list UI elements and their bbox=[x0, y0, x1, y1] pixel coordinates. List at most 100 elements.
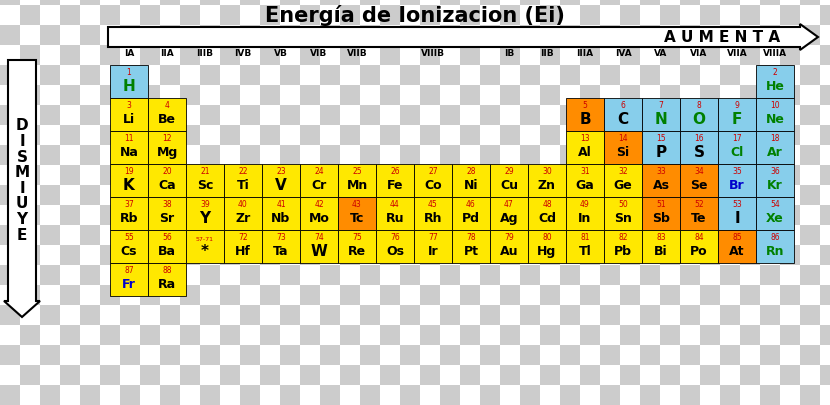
Bar bbox=[400, 325, 420, 345]
Bar bbox=[300, 230, 338, 263]
Bar bbox=[180, 145, 200, 165]
Bar bbox=[280, 245, 300, 265]
Bar bbox=[360, 305, 380, 325]
Text: N: N bbox=[655, 112, 667, 127]
Bar bbox=[700, 205, 720, 225]
Bar bbox=[100, 245, 120, 265]
Bar bbox=[440, 225, 460, 245]
Bar bbox=[800, 25, 820, 45]
Bar bbox=[180, 165, 200, 185]
Text: Y: Y bbox=[199, 211, 211, 226]
Bar bbox=[120, 185, 140, 205]
Bar bbox=[60, 45, 80, 65]
Text: S: S bbox=[694, 145, 705, 160]
Bar bbox=[340, 385, 360, 405]
Bar bbox=[320, 0, 340, 5]
Bar bbox=[260, 105, 280, 125]
Text: I: I bbox=[735, 211, 740, 226]
Bar bbox=[420, 325, 440, 345]
Bar bbox=[580, 385, 600, 405]
Bar bbox=[620, 305, 640, 325]
Bar bbox=[452, 164, 490, 197]
Bar bbox=[220, 365, 240, 385]
Bar bbox=[720, 205, 740, 225]
Bar bbox=[100, 185, 120, 205]
Bar bbox=[160, 125, 180, 145]
Bar bbox=[700, 185, 720, 205]
Bar bbox=[660, 365, 680, 385]
Text: 20: 20 bbox=[162, 167, 172, 176]
Bar bbox=[500, 85, 520, 105]
Bar bbox=[420, 125, 440, 145]
Bar bbox=[660, 45, 680, 65]
Bar bbox=[740, 145, 760, 165]
Bar bbox=[0, 65, 20, 85]
Bar bbox=[640, 185, 660, 205]
Bar bbox=[376, 197, 414, 230]
Bar bbox=[360, 145, 380, 165]
Text: Os: Os bbox=[386, 245, 404, 258]
Bar bbox=[120, 105, 140, 125]
Bar bbox=[680, 225, 700, 245]
Bar bbox=[680, 65, 700, 85]
Bar bbox=[800, 125, 820, 145]
Bar bbox=[400, 385, 420, 405]
Bar bbox=[280, 125, 300, 145]
Bar bbox=[220, 385, 240, 405]
Bar bbox=[300, 325, 320, 345]
Text: Na: Na bbox=[120, 146, 139, 159]
Text: Cl: Cl bbox=[730, 146, 744, 159]
Bar bbox=[500, 165, 520, 185]
Bar bbox=[360, 325, 380, 345]
Bar bbox=[528, 197, 566, 230]
Bar bbox=[780, 165, 800, 185]
Bar bbox=[740, 225, 760, 245]
Bar bbox=[620, 25, 640, 45]
Bar bbox=[820, 165, 830, 185]
Bar bbox=[820, 345, 830, 365]
Bar bbox=[140, 265, 160, 285]
Bar bbox=[380, 145, 400, 165]
Bar bbox=[640, 265, 660, 285]
Bar bbox=[640, 325, 660, 345]
Bar bbox=[780, 325, 800, 345]
Bar bbox=[480, 85, 500, 105]
Bar bbox=[660, 305, 680, 325]
Bar bbox=[440, 0, 460, 5]
Bar bbox=[420, 25, 440, 45]
Bar bbox=[440, 125, 460, 145]
Text: IA: IA bbox=[124, 49, 134, 58]
Bar bbox=[440, 85, 460, 105]
Bar bbox=[800, 325, 820, 345]
Bar bbox=[460, 5, 480, 25]
Bar bbox=[260, 225, 280, 245]
Bar bbox=[700, 325, 720, 345]
Bar bbox=[560, 185, 580, 205]
Text: Ca: Ca bbox=[159, 179, 176, 192]
Bar bbox=[820, 145, 830, 165]
Bar bbox=[380, 25, 400, 45]
Bar bbox=[240, 85, 260, 105]
Bar bbox=[820, 5, 830, 25]
Bar bbox=[338, 164, 376, 197]
Bar bbox=[300, 185, 320, 205]
Bar bbox=[120, 385, 140, 405]
Bar bbox=[580, 245, 600, 265]
Bar bbox=[220, 265, 240, 285]
Bar bbox=[820, 225, 830, 245]
Bar bbox=[360, 25, 380, 45]
Bar bbox=[500, 205, 520, 225]
Bar bbox=[640, 365, 660, 385]
Bar bbox=[280, 0, 300, 5]
Bar bbox=[718, 131, 756, 164]
Bar bbox=[260, 265, 280, 285]
Bar bbox=[540, 145, 560, 165]
Bar bbox=[640, 245, 660, 265]
Bar bbox=[680, 125, 700, 145]
Bar bbox=[560, 65, 580, 85]
Bar bbox=[540, 65, 560, 85]
Bar bbox=[220, 65, 240, 85]
Bar bbox=[620, 145, 640, 165]
Bar bbox=[160, 165, 180, 185]
Bar bbox=[40, 165, 60, 185]
